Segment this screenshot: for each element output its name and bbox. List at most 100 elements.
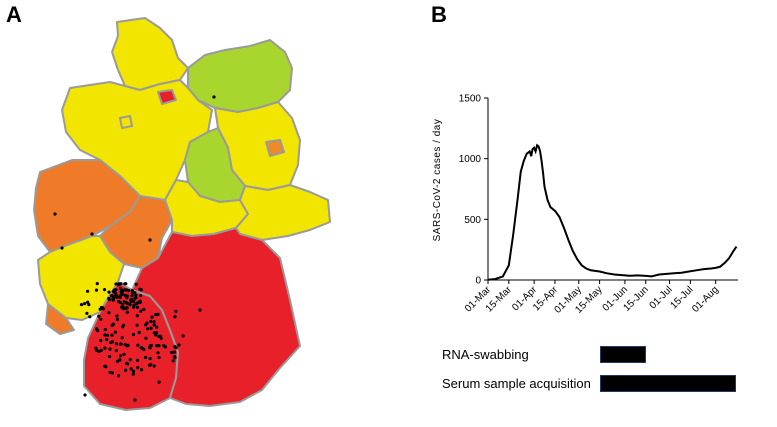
sample-dot: [139, 294, 143, 298]
sample-dot: [156, 351, 160, 355]
sample-dot: [83, 393, 87, 397]
sample-dot: [163, 345, 168, 349]
x-tick-label: 01-Aug: [690, 284, 721, 315]
sample-dot: [159, 336, 163, 340]
sample-dot: [95, 327, 99, 331]
sample-dot: [152, 320, 156, 324]
sample-dot: [131, 332, 136, 337]
sample-dot: [137, 330, 141, 334]
sample-dot: [198, 308, 202, 312]
sample-dot: [152, 364, 156, 368]
sample-dot: [123, 343, 127, 347]
sample-dot: [119, 290, 123, 294]
sample-dot: [118, 286, 123, 291]
region-bremen: [119, 115, 133, 129]
sample-dot: [90, 232, 94, 236]
sample-dot: [114, 349, 118, 353]
sample-dot: [103, 333, 107, 337]
sample-dot: [149, 319, 153, 323]
sample-dot: [113, 291, 117, 295]
sample-dot: [212, 95, 216, 99]
sample-dot: [149, 326, 153, 330]
sample-dot: [144, 323, 148, 327]
y-tick-label: 500: [464, 215, 481, 226]
sample-dot: [136, 366, 140, 370]
sample-dot: [148, 356, 152, 361]
sample-dot: [83, 302, 87, 306]
sample-dot: [131, 369, 136, 373]
y-axis-label: SARS-CoV-2 cases / day: [432, 119, 443, 242]
sample-dot: [119, 293, 123, 297]
sample-dot: [114, 282, 118, 286]
sample-dot: [150, 315, 154, 319]
sample-dot: [86, 289, 90, 293]
sample-dot: [139, 309, 143, 313]
sample-dot: [154, 331, 159, 335]
region-berlin: [265, 139, 285, 157]
sample-dot: [125, 310, 129, 314]
sample-dot: [95, 282, 99, 286]
sample-dot: [124, 368, 128, 372]
sample-dot: [86, 300, 90, 304]
panel-label-b: B: [431, 2, 447, 27]
sample-dot: [114, 342, 119, 346]
sample-dot: [107, 311, 111, 315]
sample-dot: [136, 343, 140, 347]
sample-dot: [118, 354, 123, 358]
sample-dot: [60, 246, 64, 250]
sample-dot: [173, 315, 177, 319]
sample-dot: [133, 291, 137, 295]
sample-dot: [106, 333, 110, 337]
sample-dot: [157, 355, 161, 360]
sample-dot: [144, 336, 148, 340]
sample-dot: [88, 315, 92, 319]
sample-dot: [177, 343, 181, 347]
sample-dot: [130, 294, 134, 298]
sample-dot: [109, 340, 113, 344]
sample-dot: [135, 358, 140, 362]
serum-sample-label: Serum sample acquisition: [442, 376, 591, 391]
sample-dot: [53, 212, 57, 216]
sample-dot: [99, 338, 103, 343]
sample-dot: [85, 311, 89, 315]
x-axis: 01-Mar15-Mar01-Apr15-Apr01-May15-May01-J…: [463, 279, 738, 316]
sample-dot: [123, 282, 127, 286]
sample-dot: [134, 282, 138, 286]
sample-location-dots: [53, 95, 216, 402]
panel-label-a: A: [6, 2, 22, 27]
sample-dot: [136, 301, 140, 305]
sample-dot: [129, 299, 133, 304]
sample-dot: [130, 289, 134, 293]
sample-dot: [133, 398, 137, 402]
sample-dot: [148, 363, 152, 367]
sample-dot: [94, 346, 98, 350]
sample-dot: [103, 327, 107, 332]
sample-dot: [172, 350, 177, 354]
sample-dot: [125, 306, 129, 310]
sample-dot: [146, 327, 150, 331]
sample-dot: [157, 334, 161, 338]
region-saarland: [45, 303, 75, 335]
sample-dot: [132, 299, 136, 303]
sample-dot: [115, 314, 119, 318]
y-tick-label: 0: [475, 276, 481, 287]
sample-dot: [108, 354, 112, 359]
sample-dot: [97, 314, 101, 318]
y-tick-label: 1500: [459, 94, 482, 105]
sample-dot: [125, 361, 129, 365]
region-schleswig-holstein: [111, 17, 189, 91]
sample-dot: [124, 301, 128, 305]
region-mecklenburg-vorpommern: [187, 39, 293, 113]
sample-dot: [139, 368, 144, 372]
sample-dot: [155, 344, 159, 348]
sample-dot: [111, 294, 116, 298]
rna-swabbing-label: RNA-swabbing: [442, 347, 529, 362]
sample-dot: [120, 336, 124, 340]
sample-dot: [128, 303, 132, 307]
sample-dot: [181, 334, 185, 338]
sample-dot: [173, 356, 177, 360]
serum-sample-bar: [599, 375, 737, 392]
sample-dot: [144, 355, 148, 360]
sample-dot: [122, 307, 126, 311]
sample-dot: [148, 344, 152, 348]
